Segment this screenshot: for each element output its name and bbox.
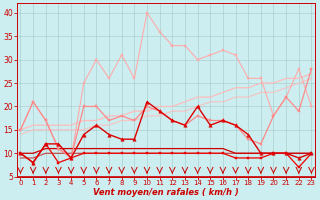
- X-axis label: Vent moyen/en rafales ( km/h ): Vent moyen/en rafales ( km/h ): [93, 188, 239, 197]
